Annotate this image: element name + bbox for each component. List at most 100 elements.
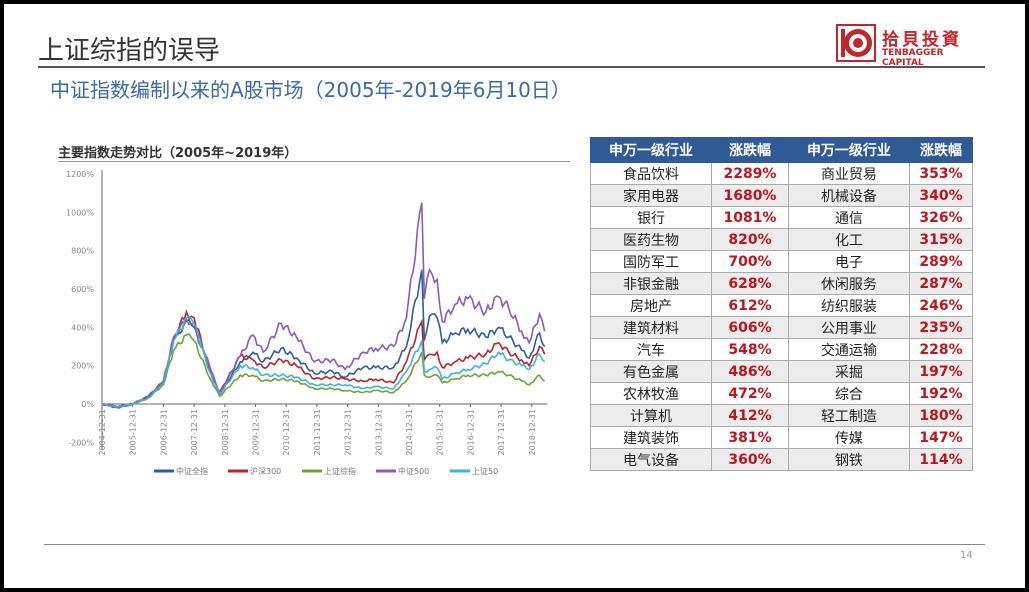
table-row: 国防军工 700% 电子 289% (589, 250, 974, 273)
legend-label: 沪深300 (250, 466, 281, 476)
table-row: 建筑材料 606% 公用事业 235% (589, 316, 974, 339)
series-line-0 (101, 269, 546, 408)
change-cell: 197% (908, 360, 974, 383)
slide-subtitle: 中证指数编制以来的A股市场（2005年-2019年6月10日） (50, 78, 571, 102)
table-row: 银行 1081% 通信 326% (589, 206, 974, 229)
industry-cell: 通信 (787, 206, 910, 229)
change-cell: 353% (908, 162, 974, 185)
x-tick-label: 2011-12-31 (313, 409, 322, 456)
industry-cell: 电气设备 (589, 448, 713, 471)
table-header: 涨跌幅 (908, 137, 974, 163)
change-cell: 820% (711, 228, 789, 251)
industry-cell: 休闲服务 (787, 272, 910, 295)
x-tick-label: 2007-12-31 (190, 409, 199, 456)
industry-cell: 有色金属 (589, 360, 713, 383)
x-tick-label: 2012-12-31 (344, 409, 353, 456)
page-number: 14 (960, 550, 973, 561)
industry-cell: 商业贸易 (787, 162, 910, 185)
y-tick-label: 0% (81, 400, 94, 409)
industry-cell: 国防军工 (589, 250, 713, 273)
industry-cell: 电子 (787, 250, 910, 273)
logo-cn: 拾貝投資 (882, 30, 962, 50)
industry-cell: 轻工制造 (787, 404, 910, 427)
y-tick-label: 1000% (66, 208, 94, 217)
change-cell: 628% (711, 272, 789, 295)
industry-cell: 汽车 (589, 338, 713, 361)
series-line-3 (101, 202, 546, 409)
industry-cell: 银行 (589, 206, 713, 229)
x-tick-label: 2017-12-31 (497, 409, 506, 456)
change-cell: 700% (711, 250, 789, 273)
chart-title-divider (58, 161, 570, 162)
change-cell: 180% (908, 404, 974, 427)
y-tick-label: 1200% (66, 170, 94, 179)
industry-cell: 农林牧渔 (589, 382, 713, 405)
industry-cell: 建筑材料 (589, 316, 713, 339)
logo-en: TENBAGGER CAPITAL (882, 48, 944, 68)
legend-label: 中证500 (398, 466, 429, 476)
industry-cell: 化工 (787, 228, 910, 251)
change-cell: 228% (908, 338, 974, 361)
industry-cell: 传媒 (787, 426, 910, 449)
table-row: 家用电器 1680% 机械设备 340% (589, 184, 974, 207)
change-cell: 114% (908, 448, 974, 471)
industry-cell: 钢铁 (787, 448, 910, 471)
x-tick-label: 2016-12-31 (466, 409, 475, 456)
table-row: 农林牧渔 472% 综合 192% (589, 382, 974, 405)
change-cell: 412% (711, 404, 789, 427)
line-chart: -200% 0% 200% 400% 600% 800% 1000% 1200% 2004-12… (66, 169, 548, 476)
table-row: 电气设备 360% 钢铁 114% (589, 448, 974, 471)
series-line-2 (101, 332, 546, 408)
table-row: 建筑装饰 381% 传媒 147% (589, 426, 974, 449)
change-cell: 2289% (711, 162, 789, 185)
industry-cell: 食品饮料 (589, 162, 713, 185)
table-row: 食品饮料 2289% 商业贸易 353% (589, 162, 974, 185)
legend-label: 上证50 (472, 467, 498, 476)
change-cell: 381% (711, 426, 789, 449)
change-cell: 147% (908, 426, 974, 449)
table-header: 申万一级行业 (787, 137, 910, 163)
title-divider (38, 66, 985, 68)
legend-label: 上证综指 (324, 466, 356, 476)
series-line-1 (101, 309, 546, 408)
y-tick-label: 200% (71, 362, 94, 371)
table-row: 医药生物 820% 化工 315% (589, 228, 974, 251)
industry-cell: 计算机 (589, 404, 713, 427)
industry-cell: 建筑装饰 (589, 426, 713, 449)
change-cell: 326% (908, 206, 974, 229)
logo: 拾貝投資 TENBAGGER CAPITAL (836, 24, 982, 68)
industry-cell: 综合 (787, 382, 910, 405)
table-row: 非银金融 628% 休闲服务 287% (589, 272, 974, 295)
change-cell: 246% (908, 294, 974, 317)
y-tick-label: 600% (71, 285, 94, 294)
table-row: 有色金属 486% 采掘 197% (589, 360, 974, 383)
change-cell: 1680% (711, 184, 789, 207)
x-tick-label: 2005-12-31 (129, 409, 138, 456)
change-cell: 235% (908, 316, 974, 339)
change-cell: 606% (711, 316, 789, 339)
table-row: 房地产 612% 纺织服装 246% (589, 294, 974, 317)
table-header: 申万一级行业 (589, 137, 713, 163)
x-tick-label: 2013-12-31 (374, 409, 383, 456)
table-row: 汽车 548% 交通运输 228% (589, 338, 974, 361)
change-cell: 192% (908, 382, 974, 405)
change-cell: 472% (711, 382, 789, 405)
y-tick-label: 400% (71, 323, 94, 332)
industry-cell: 交通运输 (787, 338, 910, 361)
industry-cell: 非银金融 (589, 272, 713, 295)
industry-table: 申万一级行业 涨跌幅 申万一级行业 涨跌幅 食品饮料 2289% 商业贸易 353% 家用电器… (589, 137, 974, 471)
industry-cell: 家用电器 (589, 184, 713, 207)
change-cell: 315% (908, 228, 974, 251)
change-cell: 289% (908, 250, 974, 273)
x-tick-label: 2006-12-31 (159, 409, 168, 456)
y-tick-label: -200% (68, 438, 94, 447)
x-tick-label: 2014-12-31 (405, 409, 414, 456)
chart-title: 主要指数走势对比（2005年~2019年） (58, 146, 298, 161)
change-cell: 1081% (711, 206, 789, 229)
x-tick-label: 2009-12-31 (252, 409, 261, 456)
x-tick-label: 2004-12-31 (98, 409, 107, 456)
change-cell: 612% (711, 294, 789, 317)
x-tick-label: 2010-12-31 (282, 409, 291, 456)
logo-icon (836, 24, 876, 62)
